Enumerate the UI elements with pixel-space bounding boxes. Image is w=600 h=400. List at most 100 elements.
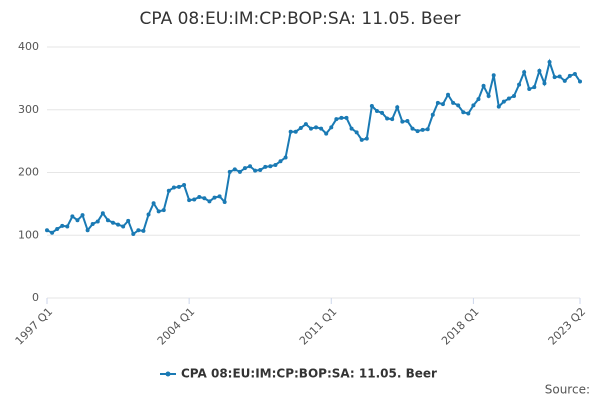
point (45, 228, 49, 233)
point (217, 194, 222, 199)
point (126, 218, 131, 223)
point (182, 183, 187, 188)
x-tick-label: 2011 Q1 (297, 305, 340, 348)
point (369, 103, 374, 108)
point (100, 211, 105, 216)
point (253, 168, 258, 173)
point (410, 126, 415, 131)
point (90, 221, 95, 226)
point (380, 110, 385, 115)
point (512, 93, 517, 98)
y-tick-label: 400 (18, 40, 39, 53)
point (263, 164, 268, 169)
point (197, 194, 202, 199)
point (202, 196, 207, 201)
point (70, 214, 75, 219)
point (547, 60, 552, 65)
point (60, 223, 65, 228)
point (501, 99, 506, 104)
point (405, 119, 410, 124)
point (131, 231, 136, 236)
point (496, 104, 501, 109)
point (293, 129, 298, 134)
point (446, 92, 451, 97)
point (481, 83, 486, 88)
point (552, 75, 557, 80)
point (476, 97, 481, 102)
point (440, 102, 445, 107)
point (298, 125, 303, 130)
point (166, 188, 171, 193)
point (339, 115, 344, 120)
point (471, 103, 476, 108)
point (176, 184, 181, 189)
point (161, 208, 166, 213)
point (85, 228, 90, 233)
point (237, 169, 242, 174)
point (222, 199, 227, 204)
point (268, 164, 273, 169)
point (258, 167, 263, 172)
point (141, 228, 146, 233)
series-line (46, 58, 581, 236)
point (319, 126, 324, 131)
point (110, 220, 115, 225)
point (557, 74, 562, 79)
point (171, 185, 176, 190)
point (334, 117, 339, 122)
point (80, 213, 85, 218)
point (506, 96, 511, 101)
x-tick-label: 2018 Q1 (439, 305, 482, 348)
point (456, 103, 461, 108)
point (461, 110, 466, 115)
x-tick-label: 2023 Q2 (546, 305, 589, 348)
point (65, 224, 70, 229)
y-tick-label: 0 (32, 291, 39, 304)
point (248, 164, 253, 169)
legend-label: CPA 08:EU:IM:CP:BOP:SA: 11.05. Beer (181, 367, 437, 381)
point (55, 226, 60, 231)
point (344, 115, 349, 120)
point (151, 201, 156, 206)
point (385, 116, 390, 121)
point (75, 218, 80, 223)
point (522, 70, 527, 75)
point (532, 85, 537, 90)
legend-marker (165, 371, 171, 377)
chart-title: CPA 08:EU:IM:CP:BOP:SA: 11.05. Beer (140, 9, 461, 29)
point (451, 100, 456, 105)
point (359, 137, 364, 142)
point (354, 130, 359, 135)
point (390, 117, 395, 122)
point (192, 197, 197, 202)
point (486, 93, 491, 98)
point (400, 119, 405, 124)
point (420, 127, 425, 132)
point (232, 167, 237, 172)
point (50, 230, 55, 235)
point (207, 199, 212, 204)
point (542, 81, 547, 86)
point (395, 105, 400, 110)
point (95, 219, 100, 224)
point (425, 127, 430, 132)
x-tick-label: 2004 Q1 (155, 305, 198, 348)
point (466, 111, 471, 116)
point (329, 125, 334, 130)
point (562, 78, 567, 83)
point (314, 125, 319, 130)
point (156, 209, 161, 214)
point (578, 79, 582, 84)
point (187, 198, 192, 203)
point (567, 73, 572, 78)
point (116, 222, 121, 227)
point (537, 68, 542, 73)
point (349, 126, 354, 131)
x-tick-label: 1997 Q1 (13, 305, 56, 348)
point (212, 195, 217, 200)
point (105, 218, 110, 223)
point (136, 228, 141, 233)
point (278, 159, 283, 164)
point (121, 224, 126, 229)
